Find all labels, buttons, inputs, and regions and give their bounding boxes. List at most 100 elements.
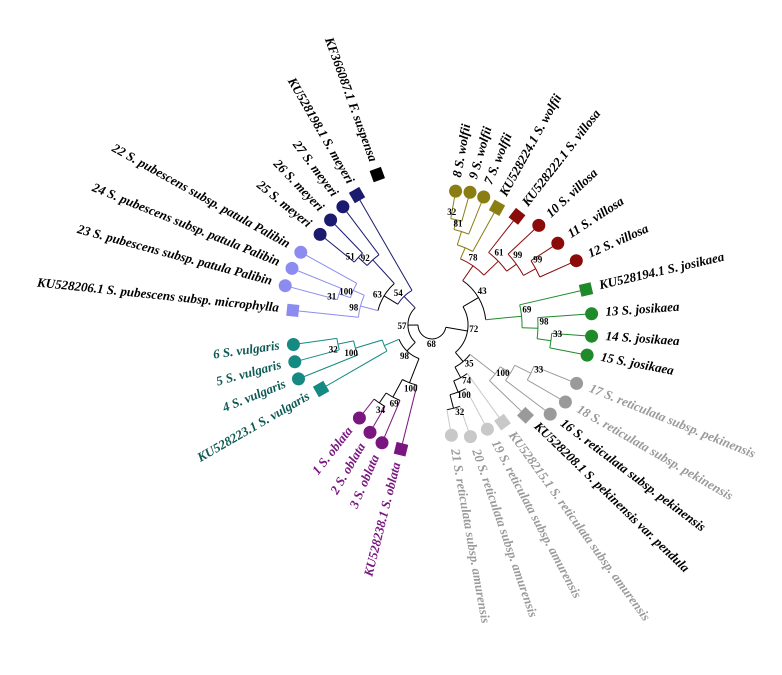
branch-line: [505, 380, 551, 415]
branch-line: [445, 326, 468, 332]
tip-marker-circle: [324, 213, 338, 227]
branch-line: [551, 332, 592, 337]
branch-line: [521, 327, 539, 329]
tip-marker-circle: [313, 227, 327, 241]
branch-line: [337, 340, 354, 345]
branch-line: [483, 260, 499, 276]
tip-label: KU528194.1 S. josikaea: [597, 249, 726, 293]
tip-marker-circle: [570, 376, 584, 390]
tip-marker-circle: [286, 338, 300, 351]
bootstrap-value: 63: [373, 290, 383, 300]
branch-line: [403, 296, 416, 309]
bootstrap-value: 31: [327, 291, 337, 301]
tip-label: 14 S. josikaea: [605, 328, 680, 348]
tip-marker-circle: [558, 395, 572, 409]
branch-line: [533, 365, 577, 384]
branch-line: [465, 388, 488, 430]
tree-branches: [285, 191, 592, 450]
branch-line: [537, 338, 552, 342]
branch-line: [409, 358, 420, 383]
branch-line: [383, 295, 399, 305]
tip-marker-square: [393, 441, 409, 457]
tip-marker-square: [369, 166, 385, 183]
branch-line: [485, 315, 522, 321]
branch-line: [472, 207, 498, 252]
branch-arc: [336, 288, 342, 300]
branch-arc: [454, 354, 471, 368]
tip-marker-circle: [352, 411, 366, 425]
tip-marker-circle: [278, 279, 292, 293]
tip-marker-square: [312, 380, 330, 398]
tip-marker-square: [286, 303, 300, 317]
branch-line: [462, 265, 474, 281]
bootstrap-value: 99: [513, 250, 523, 260]
branch-line: [378, 392, 387, 404]
tip-marker-circle: [532, 218, 546, 232]
bootstrap-value: 69: [390, 398, 400, 408]
tip-marker-circle: [294, 245, 308, 259]
branch-line: [400, 385, 418, 450]
bootstrap-value: 100: [344, 348, 358, 358]
branch-line: [372, 259, 395, 284]
branch-line: [453, 219, 457, 230]
bootstrap-value: 81: [454, 218, 464, 228]
branch-arc: [377, 283, 395, 311]
tip-marker-square: [494, 413, 511, 431]
bootstrap-value: 68: [427, 339, 437, 349]
tip-marker-circle: [585, 329, 599, 343]
branch-line: [454, 366, 462, 378]
branch-arc: [519, 304, 523, 328]
branch-line: [338, 293, 351, 299]
bootstrap-value: 100: [496, 368, 510, 378]
branch-line: [453, 380, 459, 393]
bootstrap-value: 57: [398, 321, 408, 331]
tip-label: 6 S. vulgaris: [212, 337, 280, 361]
bootstrap-value: 34: [376, 405, 386, 415]
tip-label: 13 S. josikaea: [605, 299, 680, 319]
branch-line: [292, 309, 359, 318]
branch-arc: [462, 280, 487, 320]
branch-line: [468, 196, 485, 235]
branch-line: [320, 350, 388, 390]
branch-line: [353, 289, 365, 296]
branch-line: [293, 337, 337, 345]
branch-line: [285, 285, 338, 301]
branch-line: [499, 366, 511, 374]
tip-marker-circle: [363, 425, 377, 439]
branch-line: [459, 247, 466, 259]
branch-line: [384, 338, 400, 347]
bootstrap-value: 69: [522, 305, 532, 315]
tip-marker-square: [578, 282, 594, 297]
bootstrap-value: 33: [534, 364, 544, 374]
branch-line: [294, 349, 340, 363]
bootstrap-value: 43: [478, 286, 488, 296]
tip-marker-circle: [551, 236, 565, 250]
branch-line: [469, 354, 496, 375]
branch-line: [357, 257, 368, 266]
branch-arc: [457, 244, 473, 252]
branch-line: [489, 380, 526, 416]
branch-line: [455, 352, 464, 362]
branch-line: [355, 339, 383, 349]
branch-line: [488, 215, 518, 253]
branch-line: [298, 354, 358, 380]
tip-marker-circle: [288, 355, 302, 369]
tip-marker-square: [488, 199, 506, 216]
tip-label: 12 S. villosa: [585, 220, 651, 260]
bootstrap-value: 92: [361, 253, 371, 263]
bootstrap-value: 100: [457, 390, 471, 400]
bootstrap-value: 74: [462, 375, 472, 385]
tip-marker-circle: [463, 430, 477, 444]
tip-label: 15 S. josikaea: [600, 349, 676, 378]
bootstrap-values: 51 92 98 100 63 31 57 32 100 69 100 98 54 34 68 100 32 74…: [327, 207, 562, 417]
tip-marker-circle: [449, 184, 463, 198]
bootstrap-value: 100: [339, 286, 353, 296]
branch-line: [506, 263, 517, 272]
bootstrap-value: 98: [400, 351, 410, 361]
branch-arc: [398, 339, 420, 360]
bootstrap-value: 32: [329, 345, 339, 355]
bootstrap-value: 51: [346, 252, 356, 262]
branch-line: [449, 394, 454, 409]
bootstrap-value: 32: [455, 407, 465, 417]
